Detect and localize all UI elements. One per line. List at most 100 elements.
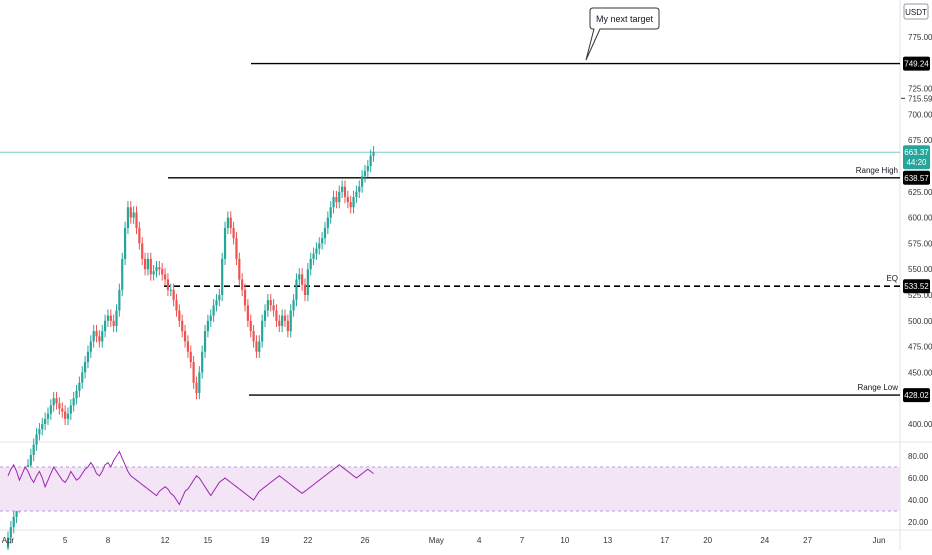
candle-body [86, 351, 90, 363]
candle-body [192, 362, 195, 383]
level-label-range-high: 638.57 [904, 174, 929, 183]
price-extra-mark-label: 715.59 [908, 94, 932, 103]
candle-body [263, 310, 267, 321]
date-tick-label: 8 [106, 536, 111, 545]
candle-body [152, 271, 155, 275]
candle-body [106, 315, 110, 321]
candle-body [332, 196, 335, 208]
price-tick-label: 450.00 [908, 368, 932, 377]
candle-body [172, 289, 175, 301]
candle-body [181, 320, 184, 332]
candle-body [318, 243, 321, 249]
candle-body [98, 336, 101, 342]
candle-body [203, 331, 207, 352]
candle-body [349, 202, 352, 208]
candle-body [46, 413, 50, 419]
candle-body [346, 196, 349, 203]
candle-body [121, 258, 124, 290]
candle-body [183, 331, 187, 342]
candle-body [38, 429, 41, 435]
level-label-bg-target [903, 56, 930, 71]
price-tick-label: 550.00 [908, 265, 932, 274]
candle-body [115, 310, 118, 326]
candle-body [272, 305, 275, 311]
candle-body [201, 351, 204, 373]
candle-body [221, 258, 224, 295]
candle-body [103, 320, 107, 332]
candle-body [338, 191, 341, 203]
candle-body [155, 267, 158, 272]
candle-body [75, 390, 78, 399]
candle-body [223, 227, 227, 259]
candle-body [232, 227, 235, 239]
candle-body [326, 217, 329, 228]
date-tick-label: 15 [203, 536, 212, 545]
date-tick-label: 13 [603, 536, 612, 545]
candle-body [95, 331, 98, 337]
callout-bubble[interactable] [585, 7, 660, 61]
candle-body [266, 300, 269, 311]
price-tick-label: 700.00 [908, 110, 932, 119]
candle-body [289, 310, 292, 332]
candle-body [169, 289, 172, 291]
candle-body [312, 253, 315, 259]
date-tick-label: 12 [161, 536, 170, 545]
candle-body [252, 331, 255, 342]
rsi-tick-label: 80.00 [908, 452, 929, 461]
candle-body [198, 372, 201, 394]
candle-body [9, 527, 12, 538]
level-label-bg-range-low [903, 388, 930, 403]
candle-body [158, 267, 161, 270]
candle-body [306, 269, 309, 295]
candle-body [35, 434, 38, 445]
candle-body [146, 258, 150, 270]
date-tick-label: 17 [660, 536, 669, 545]
level-label-bg-eq [903, 279, 930, 294]
candle-body [178, 310, 181, 321]
date-tick-label: 22 [303, 536, 312, 545]
date-tick-label: 24 [760, 536, 769, 545]
candle-body [118, 289, 121, 311]
candle-body [186, 341, 190, 352]
candle-body [261, 320, 264, 342]
candle-body [275, 310, 278, 321]
candle-body [29, 454, 32, 466]
current-price-countdown: 44:20 [906, 158, 927, 167]
candle-body [301, 274, 304, 285]
candle-body [249, 320, 252, 332]
currency-badge[interactable] [903, 3, 929, 20]
date-tick-label: 5 [63, 536, 68, 545]
candle-body [363, 171, 367, 177]
current-price-label: 663.37 [904, 148, 929, 157]
level-text-eq: EQ [886, 274, 898, 283]
candle-body [243, 289, 247, 306]
candle-body [175, 300, 178, 311]
price-tick-label: 500.00 [908, 317, 932, 326]
candle-body [226, 217, 229, 228]
candle-body [286, 320, 289, 332]
level-text-range-low: Range Low [858, 383, 899, 392]
candle-body [241, 279, 244, 290]
candle-body [64, 411, 67, 419]
date-tick-label: 26 [361, 536, 370, 545]
candle-body [281, 315, 284, 326]
candle-body [269, 300, 272, 306]
candle-body [303, 284, 307, 295]
candle-body [101, 331, 104, 342]
candle-body [41, 424, 44, 430]
candle-body [112, 320, 115, 326]
candle-body [323, 227, 327, 239]
date-tick-label: 20 [703, 536, 712, 545]
price-tick-label: 475.00 [908, 343, 932, 352]
candle-body [361, 176, 364, 187]
rsi-tick-label: 40.00 [908, 496, 929, 505]
candle-body [55, 398, 58, 404]
candle-body [32, 444, 35, 455]
candle-body [352, 196, 355, 208]
price-tick-label: 600.00 [908, 214, 932, 223]
candle-body [218, 295, 221, 301]
candle-body [229, 217, 232, 228]
candle-body [189, 351, 192, 363]
candle-body [61, 408, 64, 412]
